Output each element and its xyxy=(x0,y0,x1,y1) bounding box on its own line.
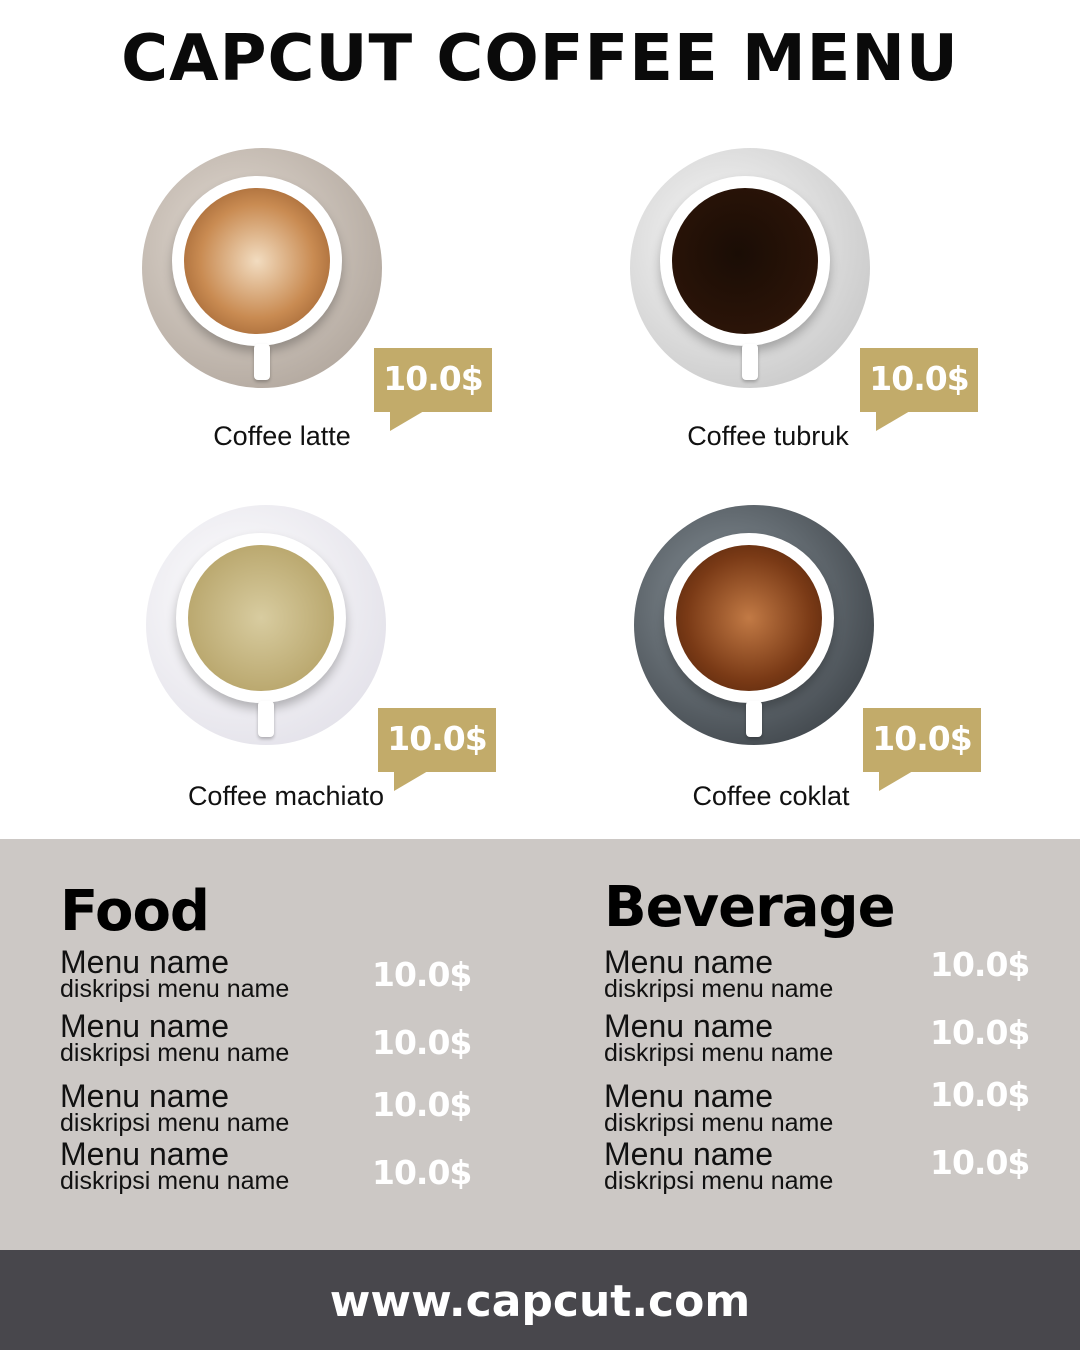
menu-item-price: 10.0$ xyxy=(930,1013,1030,1052)
menu-item-price: 10.0$ xyxy=(372,1023,472,1062)
coffee-drink xyxy=(188,545,334,691)
menu-item-name: Menu name xyxy=(60,1078,229,1114)
coffee-cup-image xyxy=(634,505,874,745)
price-tag: 10.0$ xyxy=(374,348,492,431)
menu-item-description: diskripsi menu name xyxy=(604,1167,834,1195)
food-menu-item: Menu name diskripsi menu name xyxy=(60,944,290,1003)
coffee-cup-image xyxy=(146,505,386,745)
food-menu-item: Menu name diskripsi menu name xyxy=(60,1136,290,1195)
cup-handle xyxy=(258,701,274,737)
beverage-menu-item: Menu name diskripsi menu name xyxy=(604,1136,834,1195)
coffee-drink xyxy=(676,545,822,691)
menu-item-name: Menu name xyxy=(604,1136,773,1172)
coffee-cup-image xyxy=(142,148,382,388)
beverage-menu-item: Menu name diskripsi menu name xyxy=(604,1008,834,1067)
price-tag: 10.0$ xyxy=(863,708,981,791)
coffee-name: Coffee tubruk xyxy=(687,421,849,451)
price-tag: 10.0$ xyxy=(860,348,978,431)
cup-handle xyxy=(254,344,270,380)
menu-item-description: diskripsi menu name xyxy=(60,1109,290,1137)
coffee-name: Coffee machiato xyxy=(187,781,385,811)
menu-item-price: 10.0$ xyxy=(930,1075,1030,1114)
menu-item-name: Menu name xyxy=(604,944,773,980)
menu-item-description: diskripsi menu name xyxy=(60,1167,290,1195)
menu-title: CAPCUT COFFEE MENU xyxy=(121,22,959,96)
menu-item-name: Menu name xyxy=(604,1008,773,1044)
food-menu-item: Menu name diskripsi menu name xyxy=(60,1008,290,1067)
menu-item-name: Menu name xyxy=(604,1078,773,1114)
cup-handle xyxy=(742,344,758,380)
menu-item-description: diskripsi menu name xyxy=(60,1039,290,1067)
food-menu-item: Menu name diskripsi menu name xyxy=(60,1078,290,1137)
beverage-menu-item: Menu name diskripsi menu name xyxy=(604,1078,834,1137)
coffee-name: Coffee coklat xyxy=(692,781,850,811)
beverage-heading: Beverage xyxy=(604,875,896,940)
menu-list-section: Food Beverage Menu name diskripsi menu n… xyxy=(0,839,1080,1250)
menu-item-description: diskripsi menu name xyxy=(604,1039,834,1067)
food-heading: Food xyxy=(60,879,210,944)
beverage-menu-item: Menu name diskripsi menu name xyxy=(604,944,834,1003)
menu-item-price: 10.0$ xyxy=(372,1085,472,1124)
price-tag: 10.0$ xyxy=(378,708,496,791)
menu-item-description: diskripsi menu name xyxy=(604,1109,834,1137)
menu-item-name: Menu name xyxy=(60,944,229,980)
menu-item-name: Menu name xyxy=(60,1008,229,1044)
coffee-drink xyxy=(672,188,818,334)
menu-item-price: 10.0$ xyxy=(372,1153,472,1192)
coffee-cup-image xyxy=(630,148,870,388)
coffee-name: Coffee latte xyxy=(213,421,351,451)
menu-item-name: Menu name xyxy=(60,1136,229,1172)
menu-item-price: 10.0$ xyxy=(930,945,1030,984)
website-url[interactable]: www.capcut.com xyxy=(0,1250,1080,1350)
menu-item-price: 10.0$ xyxy=(930,1143,1030,1182)
menu-item-price: 10.0$ xyxy=(372,955,472,994)
menu-item-description: diskripsi menu name xyxy=(60,975,290,1003)
cup-handle xyxy=(746,701,762,737)
menu-item-description: diskripsi menu name xyxy=(604,975,834,1003)
coffee-drink xyxy=(184,188,330,334)
